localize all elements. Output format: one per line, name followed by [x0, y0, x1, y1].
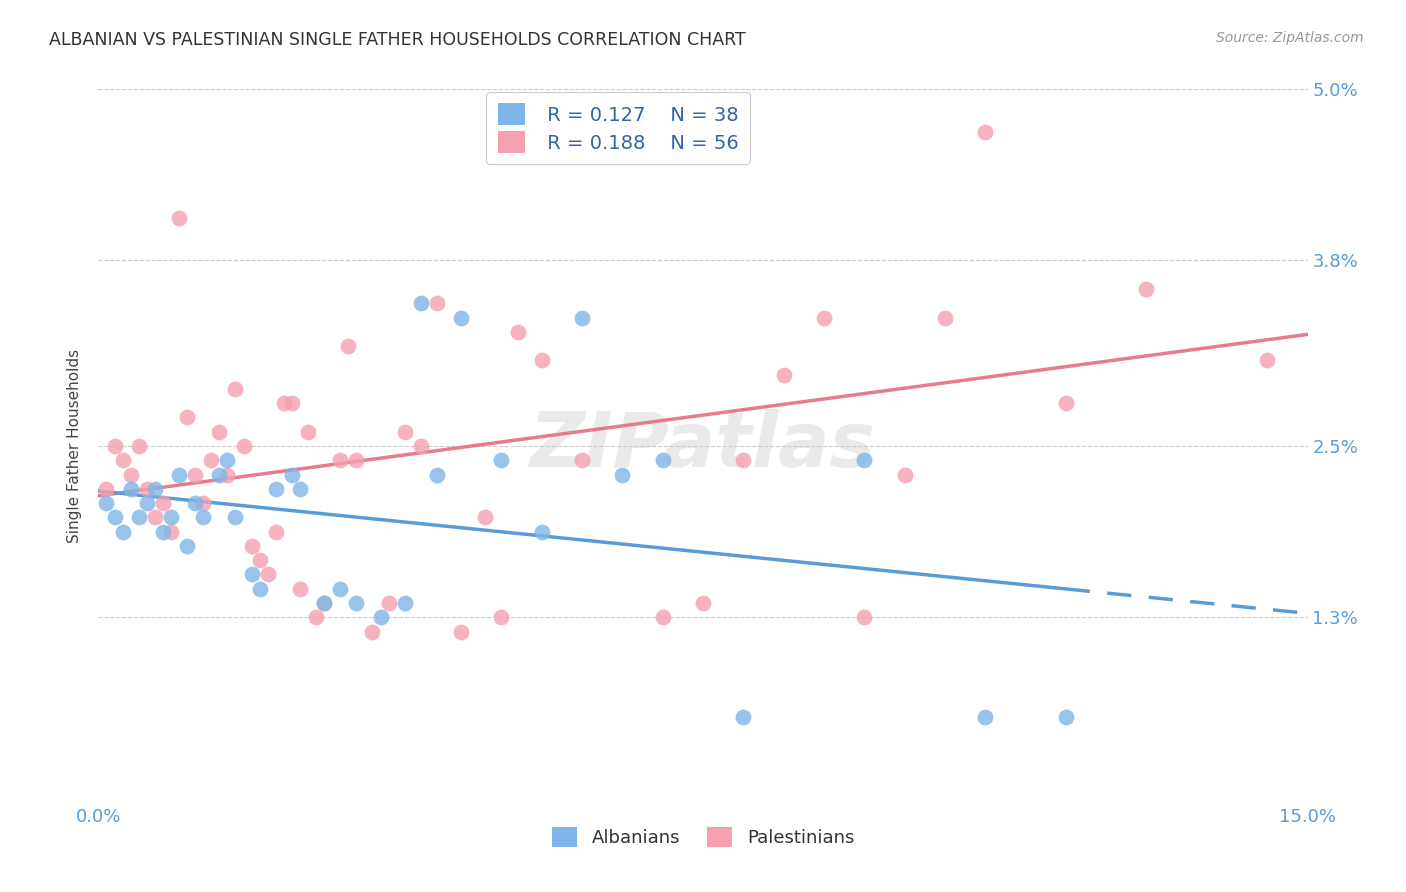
Point	[314, 596, 336, 610]
Point	[120, 467, 142, 482]
Point	[281, 396, 304, 410]
Point	[240, 567, 263, 582]
Point	[409, 439, 432, 453]
Point	[344, 453, 367, 467]
Point	[143, 482, 166, 496]
Point	[305, 610, 328, 624]
Point	[612, 139, 634, 153]
Point	[733, 453, 755, 467]
Point	[329, 582, 352, 596]
Point	[337, 339, 360, 353]
Point	[217, 467, 239, 482]
Point	[135, 496, 157, 510]
Point	[103, 510, 125, 524]
Point	[143, 510, 166, 524]
Point	[426, 296, 449, 310]
Point	[426, 467, 449, 482]
Point	[329, 453, 352, 467]
Point	[184, 496, 207, 510]
Point	[409, 296, 432, 310]
Point	[264, 524, 287, 539]
Legend: Albanians, Palestinians: Albanians, Palestinians	[544, 820, 862, 855]
Point	[128, 510, 150, 524]
Point	[160, 524, 183, 539]
Point	[240, 539, 263, 553]
Point	[208, 425, 231, 439]
Point	[491, 610, 513, 624]
Point	[1135, 282, 1157, 296]
Point	[184, 467, 207, 482]
Point	[135, 482, 157, 496]
Point	[1256, 353, 1278, 368]
Point	[152, 496, 174, 510]
Point	[167, 467, 190, 482]
Point	[651, 453, 673, 467]
Point	[1054, 396, 1077, 410]
Point	[111, 453, 134, 467]
Point	[344, 596, 367, 610]
Text: Source: ZipAtlas.com: Source: ZipAtlas.com	[1216, 31, 1364, 45]
Point	[934, 310, 956, 325]
Point	[571, 310, 593, 325]
Point	[281, 467, 304, 482]
Point	[571, 453, 593, 467]
Point	[530, 524, 553, 539]
Point	[193, 510, 215, 524]
Point	[314, 596, 336, 610]
Point	[692, 596, 714, 610]
Point	[167, 211, 190, 225]
Point	[200, 453, 222, 467]
Point	[394, 425, 416, 439]
Point	[224, 382, 246, 396]
Point	[224, 510, 246, 524]
Point	[772, 368, 794, 382]
Point	[1054, 710, 1077, 724]
Point	[612, 467, 634, 482]
Point	[370, 610, 392, 624]
Point	[232, 439, 254, 453]
Text: ALBANIAN VS PALESTINIAN SINGLE FATHER HOUSEHOLDS CORRELATION CHART: ALBANIAN VS PALESTINIAN SINGLE FATHER HO…	[49, 31, 747, 49]
Point	[256, 567, 278, 582]
Point	[450, 310, 472, 325]
Point	[273, 396, 295, 410]
Point	[506, 325, 529, 339]
Point	[377, 596, 399, 610]
Point	[96, 482, 118, 496]
Point	[264, 482, 287, 496]
Point	[853, 453, 876, 467]
Point	[249, 582, 271, 596]
Point	[450, 624, 472, 639]
Y-axis label: Single Father Households: Single Father Households	[67, 349, 83, 543]
Point	[176, 539, 198, 553]
Point	[297, 425, 319, 439]
Point	[120, 482, 142, 496]
Point	[103, 439, 125, 453]
Point	[813, 310, 835, 325]
Point	[288, 482, 311, 496]
Point	[974, 710, 997, 724]
Point	[176, 410, 198, 425]
Point	[111, 524, 134, 539]
Point	[128, 439, 150, 453]
Point	[288, 582, 311, 596]
Point	[853, 610, 876, 624]
Point	[96, 496, 118, 510]
Point	[249, 553, 271, 567]
Point	[530, 353, 553, 368]
Point	[651, 610, 673, 624]
Point	[733, 710, 755, 724]
Point	[217, 453, 239, 467]
Point	[491, 453, 513, 467]
Text: ZIPatlas: ZIPatlas	[530, 409, 876, 483]
Point	[974, 125, 997, 139]
Point	[394, 596, 416, 610]
Point	[474, 510, 496, 524]
Point	[152, 524, 174, 539]
Point	[893, 467, 915, 482]
Point	[208, 467, 231, 482]
Point	[160, 510, 183, 524]
Point	[361, 624, 384, 639]
Point	[555, 111, 578, 125]
Point	[193, 496, 215, 510]
